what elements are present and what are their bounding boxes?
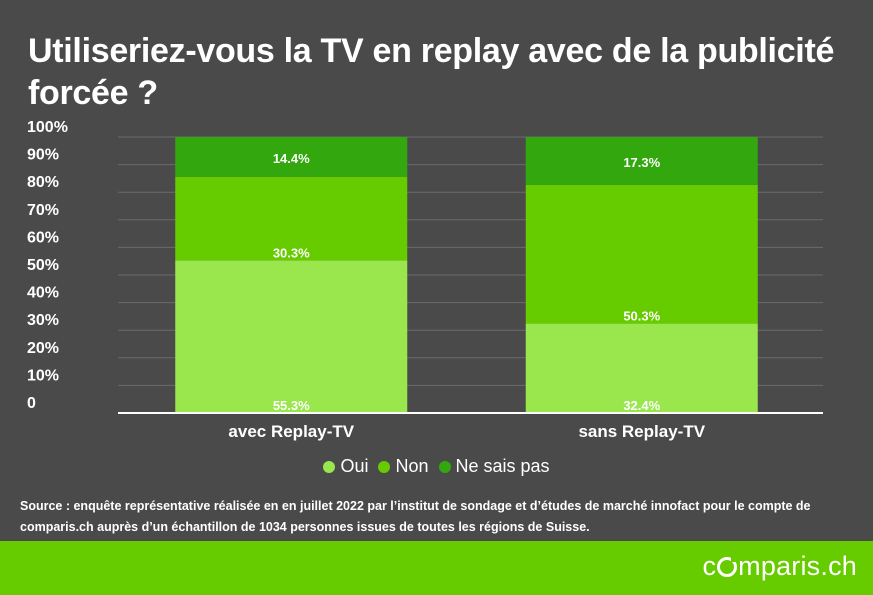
y-tick-label: 10% — [27, 367, 59, 384]
data-label: 14.4% — [273, 151, 310, 166]
legend-item: Ne sais pas — [438, 456, 550, 477]
logo-text-start: c — [702, 551, 717, 581]
legend-item: Oui — [323, 456, 368, 477]
bar-segment — [175, 137, 408, 177]
legend-label: Non — [395, 456, 429, 476]
comparis-logo: c mparis.ch — [702, 551, 857, 582]
bar-segment — [175, 176, 408, 261]
bar-segment — [525, 137, 758, 185]
legend: Oui Non Ne sais pas — [0, 456, 873, 477]
legend-dot-icon — [323, 461, 336, 473]
legend-label: Ne sais pas — [455, 456, 550, 476]
y-tick-label: 80% — [27, 174, 59, 191]
logo-o-icon — [717, 555, 739, 577]
y-tick-label: 0 — [27, 395, 36, 412]
legend-dot-icon — [438, 461, 451, 473]
y-tick-label: 70% — [27, 202, 59, 219]
y-tick-label: 50% — [27, 257, 59, 274]
y-tick-label: 90% — [27, 147, 59, 164]
bar-segment — [525, 184, 758, 324]
chart-title: Utiliseriez-vous la TV en replay avec de… — [28, 32, 835, 112]
bar-segment — [525, 323, 758, 413]
y-tick-label: 100% — [27, 119, 68, 136]
logo-text-end: mparis.ch — [738, 551, 857, 581]
legend-item: Non — [378, 456, 429, 477]
y-tick-label: 30% — [27, 312, 59, 329]
data-label: 32.4% — [623, 398, 660, 413]
stacked-bar-chart: 0 10% 20% 30% 40% 50% 60% 70% 80% 90% 100% 55.3% 30.… — [27, 119, 823, 441]
data-label: 17.3% — [623, 155, 660, 170]
data-label: 50.3% — [623, 309, 660, 324]
y-tick-label: 40% — [27, 285, 59, 302]
source-note: Source : enquête représentative réalisée… — [20, 499, 811, 534]
y-tick-label: 60% — [27, 229, 59, 246]
legend-dot-icon — [378, 461, 391, 473]
footer-bar: c mparis.ch — [0, 541, 873, 595]
x-category-label: sans Replay-TV — [578, 422, 705, 441]
legend-label: Oui — [340, 456, 369, 476]
data-label: 30.3% — [273, 245, 310, 260]
data-label: 55.3% — [273, 398, 310, 413]
bar-segment — [175, 260, 408, 413]
x-category-label: avec Replay-TV — [228, 422, 354, 441]
y-tick-label: 20% — [27, 340, 59, 357]
